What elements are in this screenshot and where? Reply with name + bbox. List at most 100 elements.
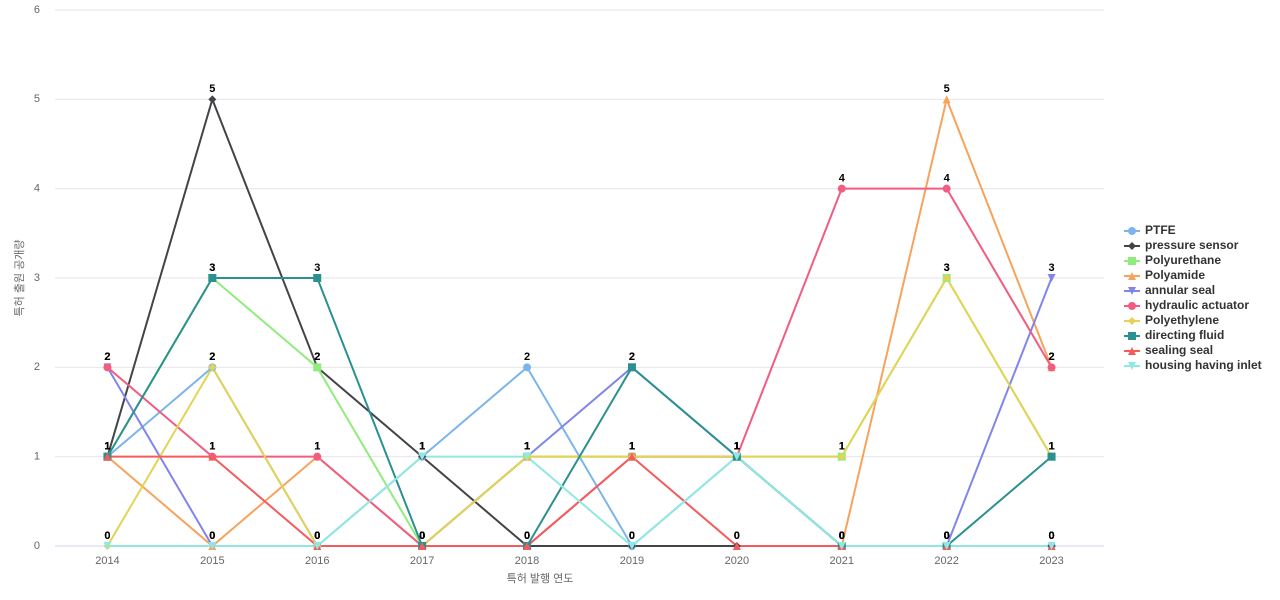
data-label: 0 — [314, 530, 320, 542]
point — [1047, 542, 1056, 550]
data-label: 4 — [839, 173, 846, 185]
legend-item[interactable]: Polyamide — [1124, 268, 1205, 282]
y-tick-label: 6 — [34, 4, 40, 16]
data-label: 2 — [209, 351, 215, 363]
legend-label: Polyethylene — [1145, 313, 1219, 327]
x-tick-label: 2015 — [200, 555, 224, 567]
data-label: 0 — [839, 530, 845, 542]
data-label: 0 — [209, 530, 215, 542]
point — [208, 363, 217, 372]
data-label: 0 — [314, 530, 320, 542]
data-label: 0 — [419, 530, 425, 542]
point — [837, 542, 846, 550]
point — [313, 452, 322, 461]
data-label: 2 — [629, 351, 635, 363]
y-axis-label: 특허 출원 공개량 — [13, 240, 26, 317]
data-label: 1 — [629, 441, 635, 453]
point — [523, 542, 532, 550]
legend-label: pressure sensor — [1145, 238, 1239, 252]
point — [837, 452, 846, 461]
point — [942, 274, 951, 282]
legend-item[interactable]: sealing seal — [1124, 343, 1213, 357]
data-label: 0 — [1048, 530, 1054, 542]
data-label: 1 — [839, 441, 845, 453]
legend-item[interactable]: PTFE — [1124, 223, 1176, 237]
data-label: 0 — [944, 530, 950, 542]
legend-item[interactable]: housing having inlet — [1124, 358, 1262, 372]
data-label: 0 — [839, 530, 845, 542]
data-label: 0 — [314, 530, 320, 542]
legend-label: annular seal — [1145, 283, 1215, 297]
legend-label: housing having inlet — [1145, 358, 1262, 372]
data-label: 0 — [839, 530, 845, 542]
x-tick-label: 2014 — [95, 555, 119, 567]
legend-item[interactable]: hydraulic actuator — [1124, 298, 1249, 312]
point — [942, 95, 951, 104]
y-tick-label: 0 — [34, 540, 40, 552]
data-label: 1 — [104, 441, 110, 453]
data-label: 0 — [104, 530, 110, 542]
data-label: 0 — [839, 530, 845, 542]
data-label: 0 — [419, 530, 425, 542]
data-label: 1 — [524, 441, 530, 453]
point — [103, 363, 112, 372]
y-tick-label: 3 — [34, 272, 40, 284]
legend-item[interactable]: directing fluid — [1124, 328, 1224, 342]
point — [1128, 242, 1136, 250]
data-label: 3 — [1048, 262, 1054, 274]
point — [313, 274, 322, 282]
data-label: 1 — [104, 441, 110, 453]
point — [418, 542, 427, 550]
data-label: 5 — [209, 83, 215, 95]
data-label: 1 — [314, 441, 320, 453]
data-label: 3 — [314, 262, 320, 274]
data-label: 0 — [944, 530, 950, 542]
data-label: 0 — [104, 530, 110, 542]
data-label: 0 — [839, 530, 845, 542]
legend-label: sealing seal — [1145, 343, 1213, 357]
data-label: 1 — [734, 441, 740, 453]
data-label: 1 — [629, 441, 635, 453]
point — [313, 542, 322, 550]
data-label: 0 — [419, 530, 425, 542]
point — [942, 542, 951, 550]
legend-item[interactable]: pressure sensor — [1124, 238, 1239, 252]
data-label: 0 — [944, 530, 950, 542]
y-tick-label: 2 — [34, 361, 40, 373]
data-label: 1 — [104, 441, 110, 453]
data-label: 2 — [314, 351, 320, 363]
data-label: 1 — [734, 441, 740, 453]
data-label: 1 — [734, 441, 740, 453]
point — [1128, 332, 1136, 340]
point — [208, 542, 217, 550]
legend-label: Polyamide — [1145, 268, 1205, 282]
data-label: 0 — [839, 530, 845, 542]
data-label: 2 — [209, 351, 215, 363]
legend-label: PTFE — [1145, 223, 1176, 237]
data-label: 0 — [524, 530, 530, 542]
point — [1128, 317, 1136, 325]
data-label: 3 — [209, 262, 215, 274]
data-label: 1 — [629, 441, 635, 453]
data-label: 5 — [944, 83, 950, 95]
data-label: 3 — [944, 262, 950, 274]
data-label: 2 — [1048, 351, 1054, 363]
y-tick-label: 4 — [34, 183, 40, 195]
legend-item[interactable]: Polyethylene — [1124, 313, 1219, 327]
data-label: 1 — [104, 441, 110, 453]
point — [837, 184, 846, 193]
point — [1128, 272, 1136, 280]
data-label: 0 — [1048, 530, 1054, 542]
x-tick-label: 2020 — [725, 555, 749, 567]
series-line — [106, 277, 1053, 547]
legend-label: hydraulic actuator — [1145, 298, 1249, 312]
y-tick-label: 1 — [34, 451, 40, 463]
data-label: 1 — [629, 441, 635, 453]
legend-item[interactable]: annular seal — [1124, 283, 1215, 297]
data-label: 0 — [629, 530, 635, 542]
data-label: 0 — [524, 530, 530, 542]
point — [103, 452, 112, 461]
legend-item[interactable]: Polyurethane — [1124, 253, 1221, 267]
point — [523, 452, 532, 461]
point — [1047, 452, 1056, 461]
